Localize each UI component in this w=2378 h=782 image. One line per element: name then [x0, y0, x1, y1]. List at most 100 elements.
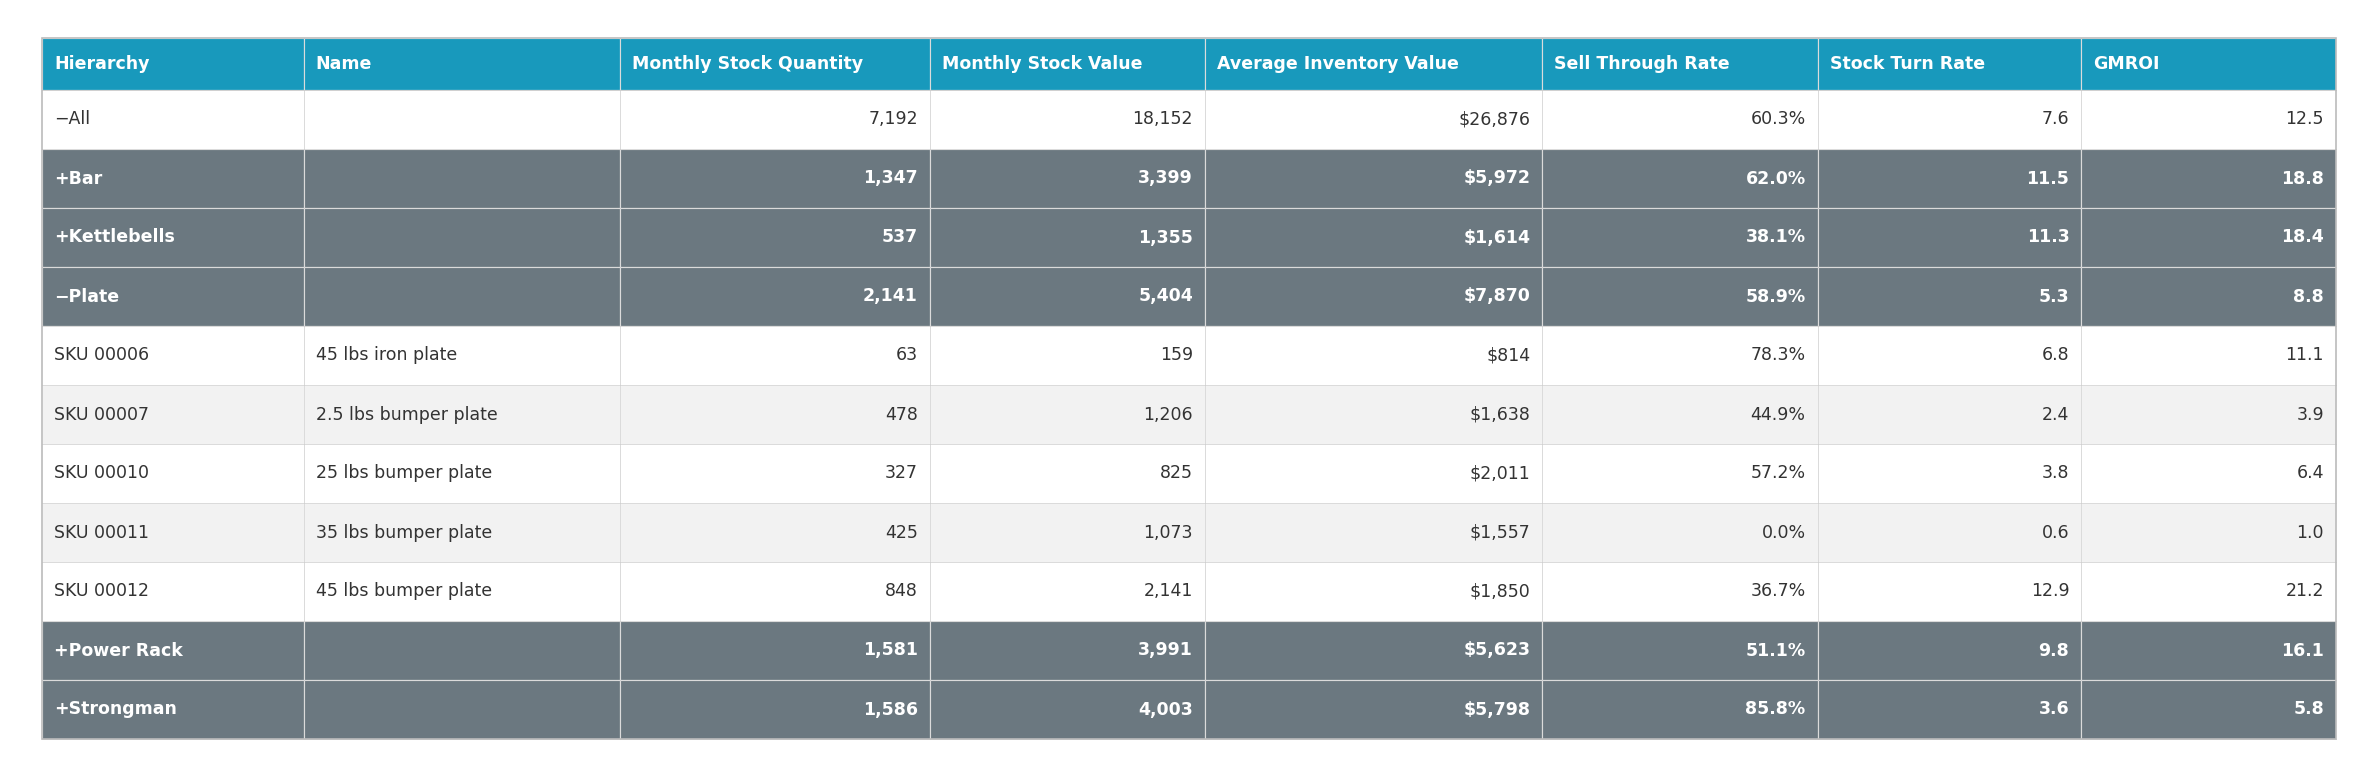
Bar [1206, 326, 1543, 385]
Bar [1543, 385, 1817, 444]
Bar [930, 503, 1206, 562]
Text: $7,870: $7,870 [1462, 288, 1531, 306]
Text: GMROI: GMROI [2093, 55, 2159, 73]
Text: 425: 425 [885, 523, 918, 541]
Text: 1,355: 1,355 [1139, 228, 1194, 246]
Text: 1,581: 1,581 [863, 641, 918, 659]
Bar [930, 562, 1206, 621]
Bar [304, 562, 621, 621]
Bar [1206, 149, 1543, 208]
Text: +Strongman: +Strongman [55, 701, 176, 719]
Bar [621, 267, 930, 326]
Text: +Power Rack: +Power Rack [55, 641, 183, 659]
Text: 0.0%: 0.0% [1762, 523, 1805, 541]
Text: 848: 848 [885, 583, 918, 601]
Text: 11.3: 11.3 [2026, 228, 2069, 246]
Bar [43, 208, 304, 267]
Bar [43, 38, 304, 90]
Text: 2.5 lbs bumper plate: 2.5 lbs bumper plate [316, 406, 497, 424]
Text: SKU 00012: SKU 00012 [55, 583, 150, 601]
Bar [1817, 385, 2081, 444]
Bar [1543, 38, 1817, 90]
Bar [930, 680, 1206, 739]
Text: 11.5: 11.5 [2026, 170, 2069, 188]
Text: 1,073: 1,073 [1144, 523, 1194, 541]
Bar [2081, 267, 2335, 326]
Bar [2081, 385, 2335, 444]
Bar [1206, 562, 1543, 621]
Text: 57.2%: 57.2% [1750, 465, 1805, 482]
Text: 3.8: 3.8 [2043, 465, 2069, 482]
Bar [43, 149, 304, 208]
Text: 62.0%: 62.0% [1745, 170, 1805, 188]
Bar [621, 680, 930, 739]
Text: $1,557: $1,557 [1470, 523, 1531, 541]
Bar [1817, 149, 2081, 208]
Text: SKU 00006: SKU 00006 [55, 346, 150, 364]
Bar [621, 444, 930, 503]
Bar [1543, 149, 1817, 208]
Text: 38.1%: 38.1% [1745, 228, 1805, 246]
Text: 11.1: 11.1 [2285, 346, 2323, 364]
Text: 58.9%: 58.9% [1745, 288, 1805, 306]
Text: $26,876: $26,876 [1458, 110, 1531, 128]
Text: +Kettlebells: +Kettlebells [55, 228, 176, 246]
Text: $1,850: $1,850 [1470, 583, 1531, 601]
Bar [2081, 208, 2335, 267]
Bar [1206, 503, 1543, 562]
Bar [304, 90, 621, 149]
Text: 60.3%: 60.3% [1750, 110, 1805, 128]
Text: 36.7%: 36.7% [1750, 583, 1805, 601]
Text: 44.9%: 44.9% [1750, 406, 1805, 424]
Text: −All: −All [55, 110, 90, 128]
Bar [2081, 562, 2335, 621]
Text: 6.4: 6.4 [2297, 465, 2323, 482]
Text: 18.4: 18.4 [2281, 228, 2323, 246]
Bar [621, 38, 930, 90]
Text: 9.8: 9.8 [2038, 641, 2069, 659]
Bar [1817, 90, 2081, 149]
Bar [621, 149, 930, 208]
Bar [1543, 444, 1817, 503]
Bar [1543, 208, 1817, 267]
Bar [1543, 621, 1817, 680]
Bar [930, 385, 1206, 444]
Bar [43, 503, 304, 562]
Text: 45 lbs iron plate: 45 lbs iron plate [316, 346, 457, 364]
Bar [304, 38, 621, 90]
Bar [2081, 680, 2335, 739]
Bar [930, 38, 1206, 90]
Text: 12.5: 12.5 [2285, 110, 2323, 128]
Text: SKU 00007: SKU 00007 [55, 406, 150, 424]
Bar [930, 621, 1206, 680]
Bar [304, 326, 621, 385]
Bar [621, 208, 930, 267]
Text: Average Inventory Value: Average Inventory Value [1218, 55, 1460, 73]
Text: 2,141: 2,141 [863, 288, 918, 306]
Text: 5.3: 5.3 [2038, 288, 2069, 306]
Bar [621, 562, 930, 621]
Text: $1,638: $1,638 [1470, 406, 1531, 424]
Text: Monthly Stock Value: Monthly Stock Value [942, 55, 1141, 73]
Bar [43, 90, 304, 149]
Bar [1817, 562, 2081, 621]
Bar [43, 444, 304, 503]
Bar [1206, 267, 1543, 326]
Text: 12.9: 12.9 [2031, 583, 2069, 601]
Text: 18,152: 18,152 [1132, 110, 1194, 128]
Text: 478: 478 [885, 406, 918, 424]
Text: $1,614: $1,614 [1462, 228, 1531, 246]
Bar [930, 208, 1206, 267]
Bar [1543, 326, 1817, 385]
Text: 51.1%: 51.1% [1745, 641, 1805, 659]
Text: 5.8: 5.8 [2292, 701, 2323, 719]
Text: 1,206: 1,206 [1144, 406, 1194, 424]
Text: 45 lbs bumper plate: 45 lbs bumper plate [316, 583, 492, 601]
Bar [1817, 621, 2081, 680]
Bar [1206, 680, 1543, 739]
Text: 5,404: 5,404 [1139, 288, 1194, 306]
Text: 6.8: 6.8 [2043, 346, 2069, 364]
Text: Stock Turn Rate: Stock Turn Rate [1829, 55, 1986, 73]
Bar [43, 680, 304, 739]
Text: 1,347: 1,347 [863, 170, 918, 188]
